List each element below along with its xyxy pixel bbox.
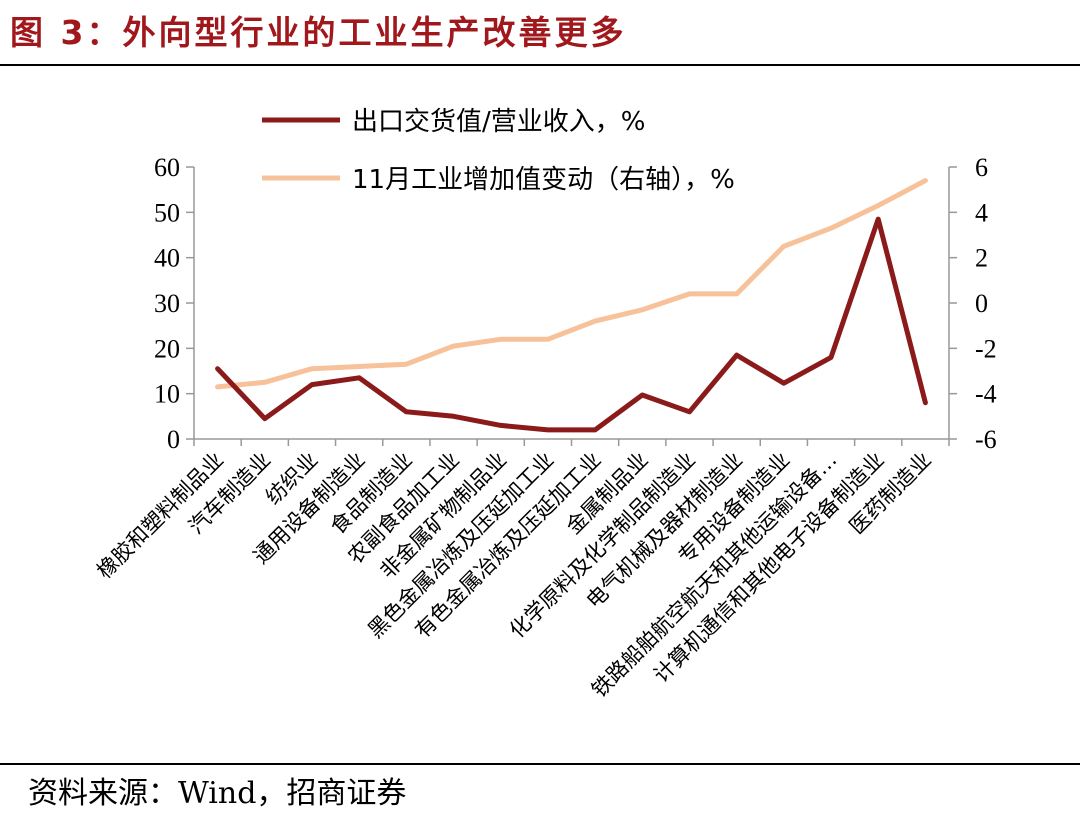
y-left-tick-label: 0 — [167, 425, 180, 454]
series-line-industrial-value-added — [215, 178, 928, 390]
y-right-tick-label: 0 — [975, 289, 988, 318]
y-right-tick-label: -6 — [975, 425, 997, 454]
series-group — [215, 178, 928, 433]
legend: 出口交货值/营业收入，% 11月工业增加值变动（右轴），% — [262, 107, 735, 195]
y-right-tick-label: 6 — [975, 153, 988, 182]
y-left-tick-label: 60 — [154, 153, 180, 182]
title-divider — [0, 64, 1080, 66]
y-left-tick-label: 30 — [154, 289, 180, 318]
y-left-tick-label: 40 — [154, 244, 180, 273]
y-left-tick-label: 10 — [154, 380, 180, 409]
y-left-tick-label: 20 — [154, 334, 180, 363]
legend-label-export-ratio: 出口交货值/营业收入，% — [352, 107, 645, 137]
y-left-tick-label: 50 — [154, 198, 180, 227]
chart-title: 图 3：外向型行业的工业生产改善更多 — [10, 13, 627, 52]
y-right-tick-label: 2 — [975, 244, 988, 273]
source-note: 资料来源：Wind，招商证券 — [28, 776, 407, 811]
y-right-tick-label: -4 — [975, 380, 997, 409]
source-divider — [0, 763, 1080, 765]
y-right-tick-label: -2 — [975, 334, 997, 363]
series-line-export-ratio — [215, 216, 928, 433]
legend-label-industrial-value-added: 11月工业增加值变动（右轴），% — [352, 165, 735, 195]
y-right-tick-label: 4 — [975, 198, 988, 227]
dual-axis-line-chart: 0102030405060-6-4-20246橡胶和塑料制品业汽车制造业纺织业通… — [92, 107, 997, 702]
